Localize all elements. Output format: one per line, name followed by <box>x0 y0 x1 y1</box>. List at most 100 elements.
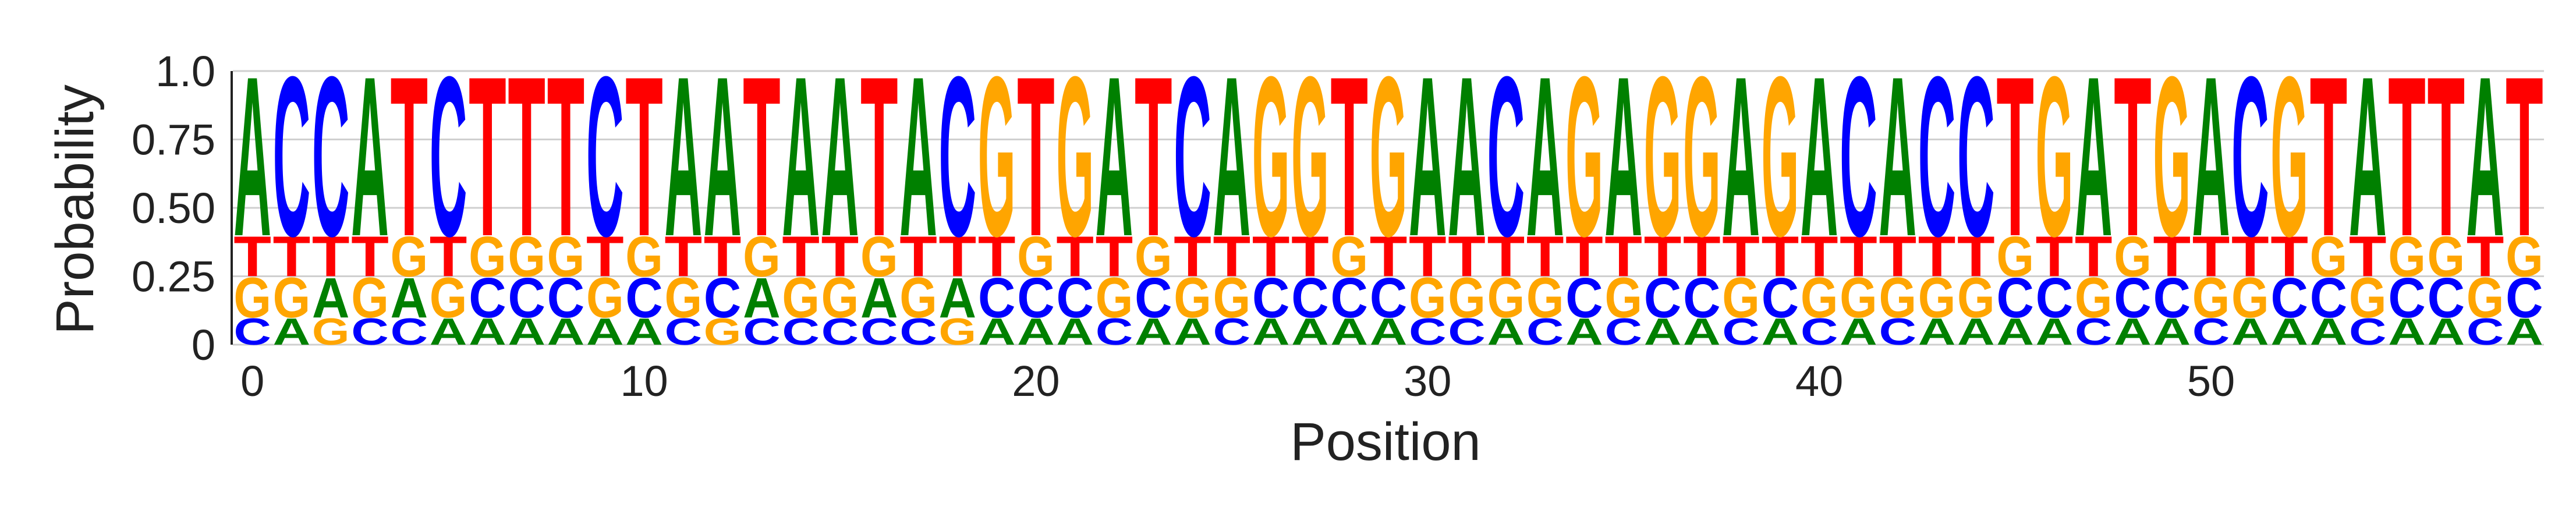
logo-letter-T: T <box>1604 225 1642 289</box>
logo-letter-G: G <box>1762 29 1799 284</box>
logo-letter-T: T <box>1370 225 1408 289</box>
logo-letter-G: G <box>1644 29 1682 284</box>
logo-letter-G: G <box>508 225 545 289</box>
logo-letter-A: A <box>1683 310 1721 353</box>
y-tick-label: 0 <box>192 321 215 369</box>
logo-letter-T: T <box>1722 225 1760 289</box>
logo-letter-T: T <box>469 29 506 284</box>
logo-letter-A: A <box>743 265 781 330</box>
logo-letter-A: A <box>1096 30 1133 284</box>
logo-letter-A: A <box>391 265 428 330</box>
logo-letter-G: G <box>1996 225 2034 289</box>
logo-letter-A: A <box>704 30 742 284</box>
logo-letter-G: G <box>1604 267 1642 330</box>
logo-letter-C: C <box>665 310 703 353</box>
x-tick-label: 30 <box>1404 357 1451 405</box>
logo-letter-C: C <box>782 310 820 353</box>
logo-letter-C: C <box>1370 265 1408 330</box>
logo-letter-G: G <box>547 225 585 289</box>
logo-letter-G: G <box>1017 225 1055 289</box>
logo-letter-A: A <box>899 30 937 284</box>
logo-letter-G: G <box>273 267 311 330</box>
logo-letter-C: C <box>978 265 1016 330</box>
logo-letter-C: C <box>1918 30 1956 284</box>
logo-letter-T: T <box>665 225 703 289</box>
logo-letter-A: A <box>351 30 389 284</box>
logo-letter-T: T <box>1487 225 1525 289</box>
logo-letter-C: C <box>1487 30 1525 284</box>
logo-letter-A: A <box>2192 30 2230 284</box>
logo-letter-T: T <box>1879 225 1916 289</box>
logo-letter-C: C <box>2192 310 2230 353</box>
logo-letter-A: A <box>1213 30 1251 284</box>
logo-letter-T: T <box>1644 225 1682 289</box>
logo-letter-A: A <box>2231 310 2269 353</box>
logo-letter-G: G <box>1526 267 1564 330</box>
logo-letter-C: C <box>860 310 898 353</box>
logo-letter-A: A <box>1017 310 1055 353</box>
logo-letter-A: A <box>1565 310 1603 353</box>
logo-letter-G: G <box>2153 29 2191 284</box>
logo-letter-G: G <box>469 225 506 289</box>
logo-letter-G: G <box>625 225 663 289</box>
logo-letter-T: T <box>312 225 350 289</box>
logo-letter-C: C <box>469 265 506 330</box>
logo-letter-C: C <box>508 265 545 330</box>
logo-letter-T: T <box>273 225 311 289</box>
logo-letter-A: A <box>1252 310 1290 353</box>
y-axis: 0 0.25 0.50 0.75 1.0 <box>132 47 233 369</box>
logo-letter-T: T <box>351 225 389 289</box>
logo-letter-G: G <box>1722 267 1760 330</box>
y-axis-title: Probability <box>45 84 105 335</box>
logo-letter-C: C <box>1762 265 1799 330</box>
logo-letter-C: C <box>1174 30 1211 284</box>
logo-letter-T: T <box>430 225 467 289</box>
logo-letter-G: G <box>1918 267 1956 330</box>
logo-letter-C: C <box>273 30 311 284</box>
logo-letter-T: T <box>586 225 624 289</box>
logo-letter-C: C <box>625 265 663 330</box>
logo-letter-G: G <box>1683 29 1721 284</box>
y-tick-label: 0.25 <box>132 253 215 301</box>
logo-letter-T: T <box>2036 225 2074 289</box>
logo-letter-G: G <box>2075 267 2113 330</box>
logo-letter-A: A <box>1370 310 1408 353</box>
logo-letter-G: G <box>704 310 742 353</box>
logo-letter-A: A <box>1801 30 1838 284</box>
logo-letter-A: A <box>1330 310 1368 353</box>
logo-letter-G: G <box>2036 29 2074 284</box>
logo-letter-G: G <box>1330 225 1368 289</box>
logo-letter-T: T <box>2075 225 2113 289</box>
logo-letter-T: T <box>1174 225 1211 289</box>
logo-letter-T: T <box>1762 225 1799 289</box>
logo-letter-A: A <box>547 310 585 353</box>
logo-letter-T: T <box>1096 225 1133 289</box>
logo-letter-C: C <box>1330 265 1368 330</box>
logo-letter-C: C <box>233 310 271 353</box>
logo-letter-C: C <box>899 310 937 353</box>
logo-letter-G: G <box>1135 225 1172 289</box>
y-tick-label: 0.50 <box>132 184 215 232</box>
logo-letter-T: T <box>1135 29 1172 284</box>
logo-letter-C: C <box>1291 265 1329 330</box>
logo-letter-T: T <box>1056 225 1094 289</box>
logo-letter-A: A <box>1879 30 1916 284</box>
logo-letter-G: G <box>743 225 781 289</box>
logo-letter-C: C <box>1840 30 1877 284</box>
logo-letter-C: C <box>2427 265 2465 330</box>
logo-letter-G: G <box>2310 225 2348 289</box>
logo-letter-G: G <box>1957 267 1995 330</box>
logo-letter-T: T <box>233 225 271 289</box>
logo-letter-T: T <box>2506 29 2543 284</box>
logo-letter-A: A <box>586 310 624 353</box>
logo-letter-A: A <box>2153 310 2191 353</box>
y-tick-label: 1.0 <box>155 47 215 95</box>
logo-letter-C: C <box>1526 310 1564 353</box>
logo-letter-C: C <box>1644 265 1682 330</box>
logo-letter-A: A <box>312 265 350 330</box>
logo-letter-G: G <box>2114 225 2152 289</box>
logo-letter-C: C <box>2349 310 2387 353</box>
logo-letter-A: A <box>1918 310 1956 353</box>
logo-letter-T: T <box>1526 225 1564 289</box>
logo-letter-G: G <box>939 310 977 353</box>
